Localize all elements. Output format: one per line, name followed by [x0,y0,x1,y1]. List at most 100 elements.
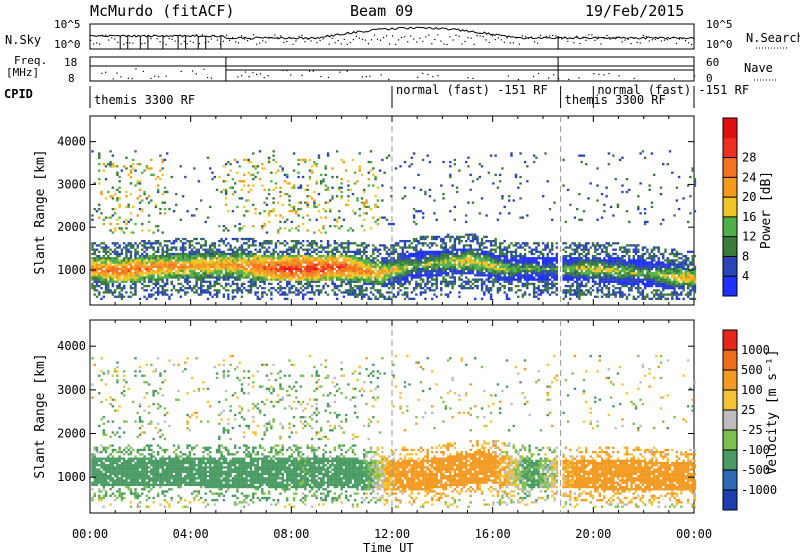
power-cell [116,165,119,168]
power-cell [129,276,133,279]
power-cell [150,259,153,262]
power-cell [181,276,185,279]
power-cell [190,248,194,251]
power-cell [442,280,445,283]
power-cell [279,272,282,275]
power-cell [338,188,341,191]
nsearch-point [494,39,496,41]
power-cell [365,287,368,290]
power-cell [541,272,545,275]
power-cell [286,280,289,283]
power-cell [412,287,416,290]
power-cell [406,261,409,264]
power-cell [517,278,520,281]
power-cell [335,220,339,224]
power-cell [494,263,497,266]
power-cell [365,205,368,209]
power-cell [435,259,438,262]
cpid-segment-label: normal (fast) -151 RF [597,83,749,97]
nave-point [578,77,580,79]
power-cell [168,261,171,264]
power-cell [270,263,273,266]
power-cell [530,265,534,268]
power-cell [181,250,185,253]
power-cell [252,152,255,155]
power-cell [102,269,105,273]
power-cell [98,156,101,159]
power-cell [220,252,223,256]
power-cell [471,252,475,256]
power-cell [578,278,581,281]
power-cell [544,272,547,275]
power-cell [136,276,139,279]
power-cell [453,163,457,166]
power-cell [326,269,330,273]
power-cell [537,261,540,264]
power-cell [245,276,248,279]
power-cell [116,269,119,273]
power-cell [252,263,255,266]
power-cell [512,278,515,281]
power-cell [161,276,164,279]
power-cell [125,278,128,281]
power-cell [288,287,291,290]
nsearch-point [352,39,354,41]
power-cell [363,269,366,273]
power-cell [358,274,361,277]
power-cell [138,188,142,191]
power-cell [344,254,348,258]
nsearch-point [198,43,200,45]
power-cell [444,250,447,253]
power-cell [247,276,250,279]
power-cell [206,267,210,271]
power-cell [100,276,103,279]
power-cell [390,250,393,253]
power-cell [170,252,173,256]
power-cell [308,284,312,288]
power-cell [324,250,327,253]
power-cell [147,201,151,204]
nsearch-point [195,34,197,36]
power-cell [292,205,296,209]
power-cell [548,250,552,253]
power-cell [406,259,409,262]
power-cell [569,289,572,292]
power-cell [523,242,527,245]
power-cell [138,274,142,277]
power-cell [514,267,518,271]
power-cell [279,257,282,260]
power-cell [229,265,232,268]
power-cell [122,272,126,275]
power-cell [177,282,180,286]
power-cell [272,276,275,279]
power-cell [150,289,153,292]
power-cell [460,257,463,260]
power-cell [156,246,160,249]
power-cell [333,225,337,228]
nsearch-point [476,35,478,37]
power-cell [410,291,414,294]
power-cell [347,199,350,202]
power-cell [367,276,370,279]
nsearch-point [90,39,92,41]
power-cell [417,250,420,253]
power-cell [267,214,271,217]
power-cell [544,276,547,279]
power-cell [428,252,432,256]
power-cell [358,263,361,266]
power-cell [143,242,146,245]
power-cell [98,293,101,296]
power-cell [172,254,176,258]
power-cell [333,272,337,275]
power-cell [199,267,203,271]
power-cell [261,274,264,277]
power-cell [444,257,447,260]
power-cell [329,210,332,213]
power-cell [256,274,260,277]
power-cell [442,252,445,256]
power-cell [181,244,185,247]
power-cell [100,267,103,271]
power-cell [129,284,133,288]
nsearch-point [102,35,104,37]
power-cell [356,272,359,275]
